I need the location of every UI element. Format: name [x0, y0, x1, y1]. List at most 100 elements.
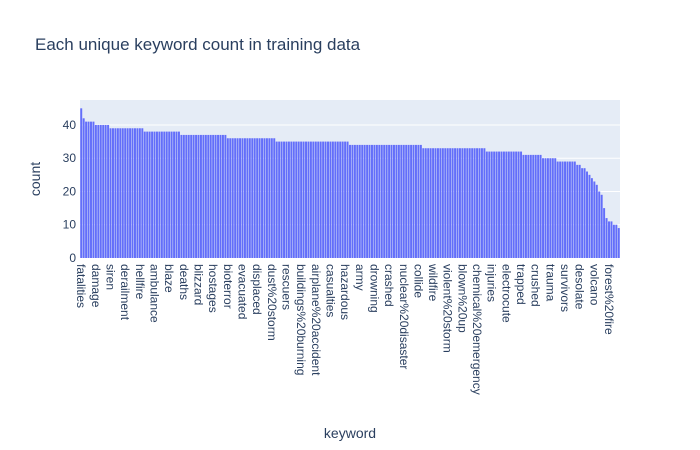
bar [219, 134, 222, 258]
bar [551, 158, 554, 258]
bar [153, 131, 156, 258]
bar [163, 131, 166, 258]
bar [331, 141, 334, 258]
x-tick-label: desolate [573, 264, 587, 310]
bar [280, 141, 283, 258]
bar [175, 131, 178, 258]
bar [246, 138, 249, 258]
bar [243, 138, 246, 258]
bar [317, 141, 320, 258]
bar [407, 144, 410, 258]
bar [436, 148, 439, 258]
bar [107, 124, 110, 259]
bar [524, 154, 527, 258]
x-tick-label: displaced [250, 264, 264, 315]
bar [537, 154, 540, 258]
x-tick-label: evacuated [235, 264, 249, 319]
bar [434, 148, 437, 258]
x-tick-label: violent%20storm [441, 264, 455, 353]
bar [212, 134, 215, 258]
bar [610, 221, 613, 258]
bar [285, 141, 288, 258]
bar [265, 138, 268, 258]
bar [546, 158, 549, 258]
x-tick-label: volcano [587, 264, 601, 306]
bar [346, 141, 349, 258]
bar [177, 131, 180, 258]
bar [217, 134, 220, 258]
y-tick-label: 40 [63, 118, 77, 132]
x-tick-label: fatalities [74, 264, 88, 308]
bar [295, 141, 298, 258]
bar [236, 138, 239, 258]
x-tick-label: airplane%20accident [309, 264, 323, 376]
bar [414, 144, 417, 258]
bar [505, 151, 508, 258]
bar [322, 141, 325, 258]
bar [160, 131, 163, 258]
x-tick-label: blaze [162, 264, 176, 293]
x-tick-label: bioterror [221, 264, 235, 309]
x-tick-label: hostages [206, 264, 220, 313]
bar [495, 151, 498, 258]
x-tick-label: buildings%20burning [294, 264, 308, 375]
bar [598, 191, 601, 258]
bar [458, 148, 461, 258]
bar [224, 134, 227, 258]
bar [187, 134, 190, 258]
bar [190, 134, 193, 258]
bar [500, 151, 503, 258]
bar [131, 128, 134, 258]
x-tick-label: trapped [514, 264, 528, 305]
bar [539, 154, 542, 258]
bar [341, 141, 344, 258]
bar [417, 144, 420, 258]
bar [510, 151, 513, 258]
bar [441, 148, 444, 258]
bar [90, 121, 92, 258]
x-tick-label: injuries [485, 264, 499, 302]
bar [439, 148, 442, 258]
bar [393, 144, 395, 258]
bar [410, 144, 413, 258]
bar [578, 164, 581, 258]
bar [283, 141, 286, 258]
bar [456, 148, 459, 258]
y-tick-label: 10 [63, 218, 77, 232]
bar [241, 138, 244, 258]
bar [615, 224, 618, 258]
bar [275, 141, 278, 258]
bar [305, 141, 307, 258]
bar [92, 121, 95, 258]
x-axis-title: keyword [324, 425, 376, 441]
bar [561, 161, 564, 258]
bar [581, 168, 584, 258]
bar [258, 138, 261, 258]
bar [268, 138, 271, 258]
bar [209, 134, 212, 258]
bar [202, 134, 205, 258]
bar [373, 144, 376, 258]
bar [590, 178, 593, 258]
x-tick-label: wildfire [426, 263, 440, 302]
bar [134, 128, 136, 258]
bar [583, 168, 586, 258]
bar [82, 118, 85, 258]
x-tick-label: collide [411, 264, 425, 298]
x-tick-label: hazardous [338, 264, 352, 320]
bar [544, 158, 547, 258]
bar [226, 138, 229, 258]
bar [248, 138, 251, 258]
bar [485, 151, 488, 258]
bar [297, 141, 300, 258]
bar [522, 154, 525, 258]
bar [256, 138, 259, 258]
bar [180, 134, 183, 258]
x-tick-label: blown%20up [455, 264, 469, 333]
bar [432, 148, 435, 258]
bar [463, 148, 466, 258]
bar [595, 184, 598, 258]
bar [603, 208, 606, 258]
bar [129, 128, 132, 258]
bar [617, 228, 620, 258]
